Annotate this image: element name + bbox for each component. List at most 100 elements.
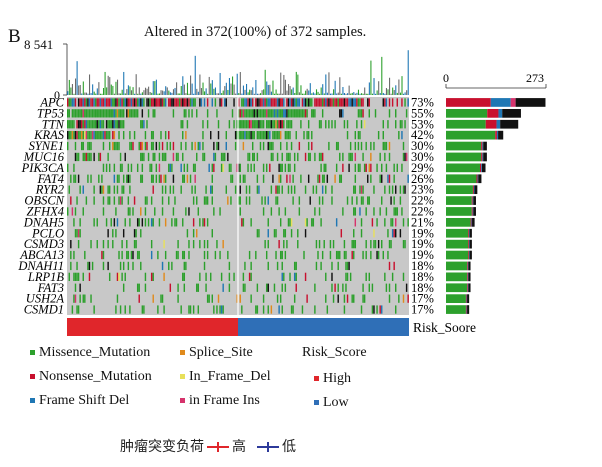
mutation-tile bbox=[194, 163, 196, 172]
mutation-tile bbox=[136, 283, 139, 292]
mutation-tile bbox=[273, 229, 276, 238]
mutation-tile bbox=[267, 283, 269, 292]
count-bar-segment bbox=[482, 141, 484, 151]
frequency-label: 29% bbox=[411, 161, 434, 175]
tmb-bar bbox=[227, 89, 229, 95]
mutation-tile bbox=[303, 109, 305, 118]
tmb-bar bbox=[339, 77, 341, 95]
mutation-tile bbox=[287, 98, 290, 107]
tmb-bar bbox=[140, 93, 142, 95]
mutation-tile bbox=[402, 240, 405, 249]
mutation-tile bbox=[325, 185, 327, 194]
mutation-tile bbox=[150, 98, 153, 107]
mutation-tile bbox=[312, 109, 315, 118]
tmb-bar bbox=[186, 82, 189, 95]
tmb-bar bbox=[213, 88, 215, 95]
mutation-tile bbox=[269, 109, 271, 118]
mutation-tile bbox=[321, 196, 324, 205]
mutation-tile bbox=[239, 185, 241, 194]
mutation-tile bbox=[284, 163, 287, 172]
mutation-tile bbox=[281, 250, 283, 260]
mutation-tile bbox=[281, 120, 283, 129]
mutation-tile bbox=[210, 131, 212, 140]
mutation-tile bbox=[293, 152, 296, 162]
mutation-tile bbox=[363, 294, 366, 303]
mutation-tile bbox=[74, 141, 77, 151]
mutation-tile bbox=[90, 120, 92, 129]
count-bar-segment bbox=[468, 261, 471, 271]
mutation-tile bbox=[82, 120, 84, 129]
mutation-tile bbox=[93, 196, 95, 205]
tmb-bar bbox=[180, 86, 182, 95]
mutation-tile bbox=[373, 305, 375, 314]
mutation-tile bbox=[107, 120, 109, 129]
tmb-bar bbox=[176, 82, 178, 95]
mutation-tile bbox=[404, 120, 406, 129]
mutation-tile bbox=[82, 272, 84, 281]
mutation-tile bbox=[132, 109, 134, 118]
mutation-tile bbox=[211, 163, 214, 172]
mutation-tile bbox=[293, 272, 296, 281]
mutation-tile bbox=[172, 185, 175, 194]
tmb-bar bbox=[158, 93, 161, 95]
tmb-bar bbox=[381, 56, 383, 95]
mutation-tile bbox=[359, 109, 361, 118]
mutation-tile bbox=[171, 218, 173, 227]
mutation-tile bbox=[256, 109, 259, 118]
mutation-tile bbox=[258, 98, 260, 107]
mutation-tile bbox=[251, 152, 254, 162]
mutation-tile bbox=[213, 305, 215, 314]
mutation-tile bbox=[141, 98, 144, 107]
mutation-tile bbox=[102, 163, 105, 172]
mutation-tile bbox=[113, 163, 116, 172]
tmb-bar bbox=[146, 88, 148, 95]
tmb-bar bbox=[353, 92, 355, 95]
mutation-tile bbox=[388, 283, 391, 292]
mutation-tile bbox=[135, 240, 137, 249]
mutation-tile bbox=[202, 131, 204, 140]
mutation-tile bbox=[189, 98, 192, 107]
mutation-tile bbox=[259, 120, 262, 129]
mutation-tile bbox=[188, 207, 190, 216]
mutation-tile bbox=[214, 250, 217, 260]
mutation-tile bbox=[318, 120, 321, 129]
mutation-tile bbox=[353, 207, 355, 216]
mutation-tile bbox=[304, 98, 307, 107]
mutation-tile bbox=[152, 141, 154, 151]
count-bar-segment bbox=[481, 163, 486, 173]
mutation-tile bbox=[222, 305, 224, 314]
frequency-label: 53% bbox=[411, 117, 434, 131]
mutation-tile bbox=[275, 250, 277, 260]
count-bar-segment bbox=[481, 141, 483, 151]
mutation-tile bbox=[281, 261, 283, 271]
legend-label: High bbox=[323, 371, 351, 386]
mutation-tile bbox=[211, 294, 214, 303]
mutation-tile bbox=[172, 207, 175, 216]
mutation-tile bbox=[171, 163, 173, 172]
mutation-tile bbox=[362, 152, 364, 162]
mutation-tile bbox=[130, 163, 133, 172]
mutation-tile bbox=[194, 141, 196, 151]
count-bar-segment bbox=[446, 152, 482, 162]
mutation-tile bbox=[220, 98, 223, 107]
mutation-tile bbox=[293, 163, 296, 172]
mutation-tile bbox=[101, 109, 103, 118]
mutation-tile bbox=[160, 294, 162, 303]
tmb-bar bbox=[382, 92, 384, 95]
mutation-tile bbox=[119, 152, 122, 162]
mutation-tile bbox=[80, 98, 83, 107]
tmb-bar bbox=[238, 93, 240, 95]
mutation-tile bbox=[253, 163, 255, 172]
tmb-bar bbox=[359, 93, 361, 95]
tmb-bar bbox=[129, 86, 131, 95]
mutation-tile bbox=[356, 196, 358, 205]
risk-bar-high bbox=[67, 318, 238, 336]
mutation-tile bbox=[325, 120, 327, 129]
tmb-bar bbox=[110, 84, 112, 95]
mutation-tile bbox=[144, 207, 147, 216]
legend-swatch bbox=[314, 400, 319, 406]
mutation-tile bbox=[293, 109, 296, 118]
mutation-tile bbox=[245, 109, 248, 118]
mutation-tile bbox=[203, 261, 206, 271]
